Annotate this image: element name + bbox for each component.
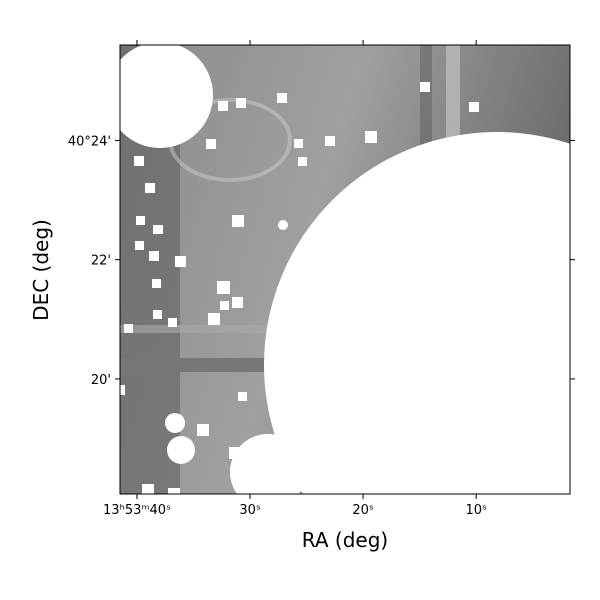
axes-frame	[119, 44, 571, 495]
x-tick-label: 10ˢ	[465, 503, 487, 518]
y-tick-label: 20'	[91, 373, 111, 388]
x-tick-label: 13ʰ53ᵐ40ˢ	[103, 503, 171, 518]
y-tick-label: 22'	[91, 254, 111, 269]
x-tick-label: 30ˢ	[239, 503, 261, 518]
x-tick-label: 20ˢ	[352, 503, 374, 518]
image	[120, 45, 570, 494]
y-axis-label: DEC (deg)	[29, 219, 53, 321]
x-axis-label: RA (deg)	[302, 528, 388, 552]
y-tick-label: 40°24'	[68, 134, 111, 149]
